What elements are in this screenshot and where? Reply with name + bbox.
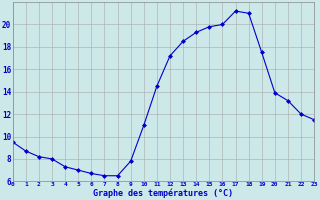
X-axis label: Graphe des températures (°C): Graphe des températures (°C) — [93, 188, 234, 198]
